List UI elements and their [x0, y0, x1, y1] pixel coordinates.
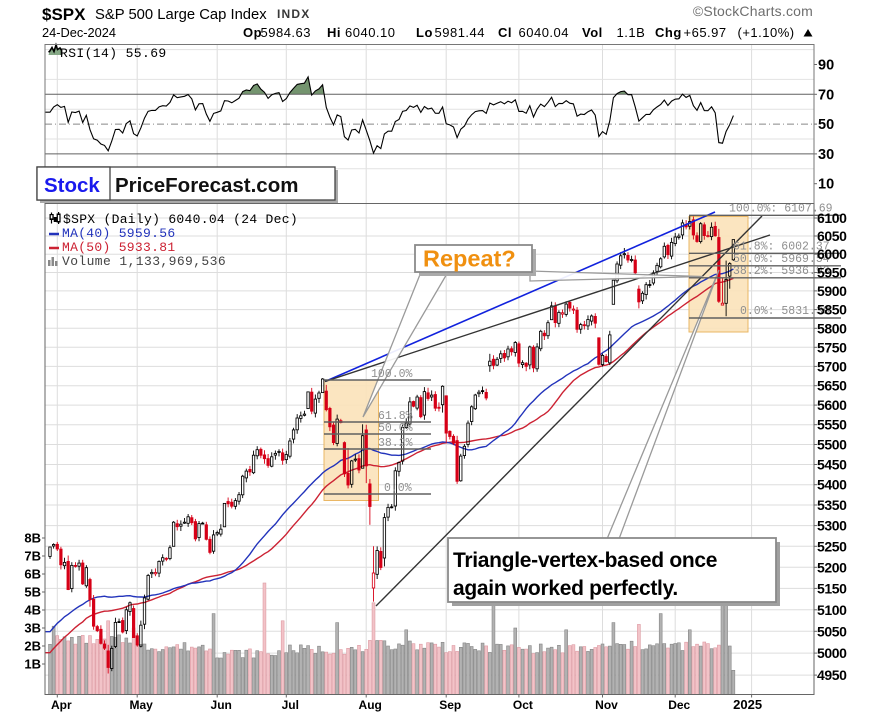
svg-text:50: 50	[818, 117, 834, 133]
svg-text:4B: 4B	[24, 603, 41, 618]
svg-text:INDX: INDX	[277, 7, 310, 21]
svg-text:0.0%: 5831.39: 0.0%: 5831.39	[740, 305, 830, 318]
svg-text:6100: 6100	[817, 210, 847, 226]
svg-text:3B: 3B	[24, 621, 41, 636]
svg-text:6040.04: 6040.04	[519, 25, 570, 40]
svg-text:5700: 5700	[817, 358, 847, 374]
svg-text:5300: 5300	[817, 518, 847, 534]
svg-text:5800: 5800	[817, 320, 847, 336]
svg-text:5350: 5350	[817, 497, 847, 513]
svg-text:5150: 5150	[817, 580, 847, 596]
svg-text:100.0%: 100.0%	[371, 368, 413, 381]
svg-text:38.2%: 5936.93: 38.2%: 5936.93	[733, 265, 830, 278]
svg-text:7B: 7B	[24, 549, 41, 564]
svg-text:Volume 1,133,969,536: Volume 1,133,969,536	[62, 254, 226, 269]
svg-text:1B: 1B	[24, 657, 41, 672]
svg-text:MA(40) 5959.56: MA(40) 5959.56	[62, 226, 175, 241]
svg-text:5B: 5B	[24, 585, 41, 600]
svg-text:$SPX (Daily) 6040.04 (24 Dec): $SPX (Daily) 6040.04 (24 Dec)	[63, 212, 298, 227]
svg-text:2025: 2025	[733, 697, 762, 712]
svg-text:5950: 5950	[817, 265, 847, 281]
svg-text:8B: 8B	[24, 531, 41, 546]
svg-text:50.0%: 50.0%	[378, 422, 413, 435]
svg-text:4950: 4950	[817, 667, 847, 683]
svg-text:5450: 5450	[817, 457, 847, 473]
svg-text:61.8%: 6002.37: 61.8%: 6002.37	[733, 240, 830, 253]
svg-text:again worked perfectly.: again worked perfectly.	[453, 577, 678, 600]
svg-text:Sep: Sep	[439, 698, 461, 712]
svg-text:©StockCharts.com: ©StockCharts.com	[693, 3, 813, 19]
svg-text:6000: 6000	[817, 246, 847, 262]
svg-text:PriceForecast.com: PriceForecast.com	[115, 174, 298, 197]
svg-text:Hi: Hi	[327, 25, 341, 40]
svg-text:5981.44: 5981.44	[435, 25, 486, 40]
svg-text:1.1B: 1.1B	[617, 25, 646, 40]
svg-text:5850: 5850	[817, 302, 847, 318]
svg-text:5000: 5000	[817, 645, 847, 661]
svg-text:6050: 6050	[817, 228, 847, 244]
svg-text:5984.63: 5984.63	[261, 25, 312, 40]
svg-text:10: 10	[818, 177, 834, 193]
svg-text:+65.97: +65.97	[684, 25, 727, 40]
svg-text:Lo: Lo	[416, 25, 433, 40]
svg-text:70: 70	[818, 87, 834, 103]
svg-text:MA(50) 5933.81: MA(50) 5933.81	[62, 240, 175, 255]
svg-text:61.8%: 61.8%	[378, 410, 413, 423]
svg-text:Jul: Jul	[282, 698, 299, 712]
svg-text:Triangle-vertex-based once: Triangle-vertex-based once	[453, 549, 717, 572]
svg-text:(+1.10%): (+1.10%)	[738, 25, 795, 40]
svg-text:Chg: Chg	[655, 25, 682, 40]
svg-text:Apr: Apr	[51, 698, 72, 712]
svg-text:Oct: Oct	[513, 698, 533, 712]
svg-text:S&P 500 Large Cap Index: S&P 500 Large Cap Index	[95, 7, 267, 23]
svg-text:2B: 2B	[24, 639, 41, 654]
svg-text:6B: 6B	[24, 567, 41, 582]
svg-text:$SPX: $SPX	[42, 5, 86, 24]
svg-text:5250: 5250	[817, 538, 847, 554]
svg-text:May: May	[130, 698, 154, 712]
svg-text:0.0%: 0.0%	[384, 482, 412, 495]
svg-text:Cl: Cl	[498, 25, 512, 40]
svg-text:Op: Op	[243, 25, 262, 40]
svg-text:5550: 5550	[817, 417, 847, 433]
svg-text:Nov: Nov	[595, 698, 618, 712]
svg-text:50.0%: 5969.54: 50.0%: 5969.54	[733, 253, 830, 266]
svg-text:5050: 5050	[817, 623, 847, 639]
svg-text:5100: 5100	[817, 602, 847, 618]
svg-text:100.0%: 6107.69: 100.0%: 6107.69	[729, 202, 833, 215]
svg-text:Aug: Aug	[359, 698, 382, 712]
svg-text:RSI(14) 55.69: RSI(14) 55.69	[60, 46, 167, 61]
svg-text:24-Dec-2024: 24-Dec-2024	[42, 25, 116, 40]
svg-text:30: 30	[818, 147, 834, 163]
svg-text:5500: 5500	[817, 437, 847, 453]
svg-text:90: 90	[818, 58, 834, 74]
svg-text:Dec: Dec	[668, 698, 690, 712]
svg-text:38.2%: 38.2%	[378, 437, 413, 450]
svg-text:5400: 5400	[817, 477, 847, 493]
svg-text:Jun: Jun	[211, 698, 232, 712]
svg-text:Stock: Stock	[44, 174, 100, 197]
svg-text:5600: 5600	[817, 397, 847, 413]
svg-text:5650: 5650	[817, 378, 847, 394]
svg-text:Repeat?: Repeat?	[423, 246, 516, 272]
svg-text:5750: 5750	[817, 339, 847, 355]
svg-text:6040.10: 6040.10	[345, 25, 396, 40]
svg-text:Vol: Vol	[582, 25, 603, 40]
svg-text:5900: 5900	[817, 283, 847, 299]
svg-text:5200: 5200	[817, 559, 847, 575]
